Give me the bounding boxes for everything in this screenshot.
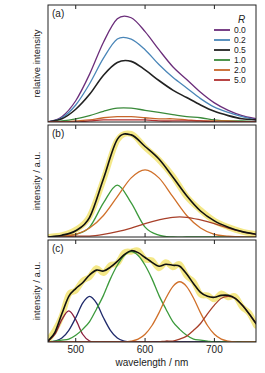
series-line (48, 282, 256, 342)
legend-label: 2.0 (234, 65, 246, 75)
frame (48, 240, 256, 342)
x-tick (145, 118, 146, 122)
series-line (48, 16, 256, 122)
x-tick-top (75, 240, 76, 244)
legend-swatch (214, 29, 230, 31)
series-line (48, 296, 256, 342)
legend-swatch (214, 49, 230, 51)
y-axis-label: intensity / a.u. (31, 262, 42, 321)
x-tick-label: 600 (137, 344, 154, 355)
x-tick (214, 118, 215, 122)
data-band (48, 133, 256, 237)
x-tick (145, 338, 146, 342)
x-tick-label: 700 (206, 344, 223, 355)
legend-title: R (238, 14, 245, 25)
legend-label: 0.5 (234, 45, 246, 55)
series-line (48, 117, 256, 122)
x-tick (214, 338, 215, 342)
frame (48, 125, 256, 237)
legend-swatch (214, 69, 230, 71)
x-tick (75, 233, 76, 237)
x-tick-top (145, 5, 146, 9)
x-tick (214, 233, 215, 237)
plot-area (48, 250, 256, 342)
legend: R0.00.20.51.02.05.0 (214, 14, 246, 85)
x-axis-label: wavelength / nm (115, 357, 189, 368)
series-line (48, 252, 256, 342)
y-axis-label: intensity / a.u. (31, 152, 42, 211)
x-tick-top (214, 5, 215, 9)
series-line (48, 61, 256, 122)
x-tick-label: 500 (67, 344, 84, 355)
plot-area (48, 133, 256, 237)
figure: (a) relative intensity R0.00.20.51.02.05.0… (0, 0, 265, 373)
legend-label: 1.0 (234, 55, 246, 65)
x-tick (75, 118, 76, 122)
series-line (48, 108, 256, 122)
series-line (48, 170, 256, 237)
x-tick-top (75, 5, 76, 9)
x-tick-top (145, 240, 146, 244)
legend-label: 0.0 (234, 25, 246, 35)
legend-swatch (214, 79, 230, 81)
series-line (48, 134, 256, 237)
legend-swatch (214, 59, 230, 61)
x-tick-top (145, 125, 146, 129)
y-axis-label: relative intensity (31, 29, 42, 97)
plot-area (48, 16, 256, 122)
x-tick (75, 338, 76, 342)
x-tick-top (214, 240, 215, 244)
panel-label: (b) (52, 128, 64, 139)
x-tick-top (75, 125, 76, 129)
series-line (48, 251, 256, 341)
x-tick (145, 233, 146, 237)
frame (48, 5, 256, 122)
series-line (48, 296, 256, 342)
x-tick-top (214, 125, 215, 129)
series-line (48, 37, 256, 122)
legend-label: 0.2 (234, 35, 246, 45)
legend-label: 5.0 (234, 75, 246, 85)
panel-label: (a) (52, 8, 64, 19)
series-line (48, 217, 256, 237)
panel-label: (c) (52, 243, 64, 254)
legend-swatch (214, 39, 230, 41)
